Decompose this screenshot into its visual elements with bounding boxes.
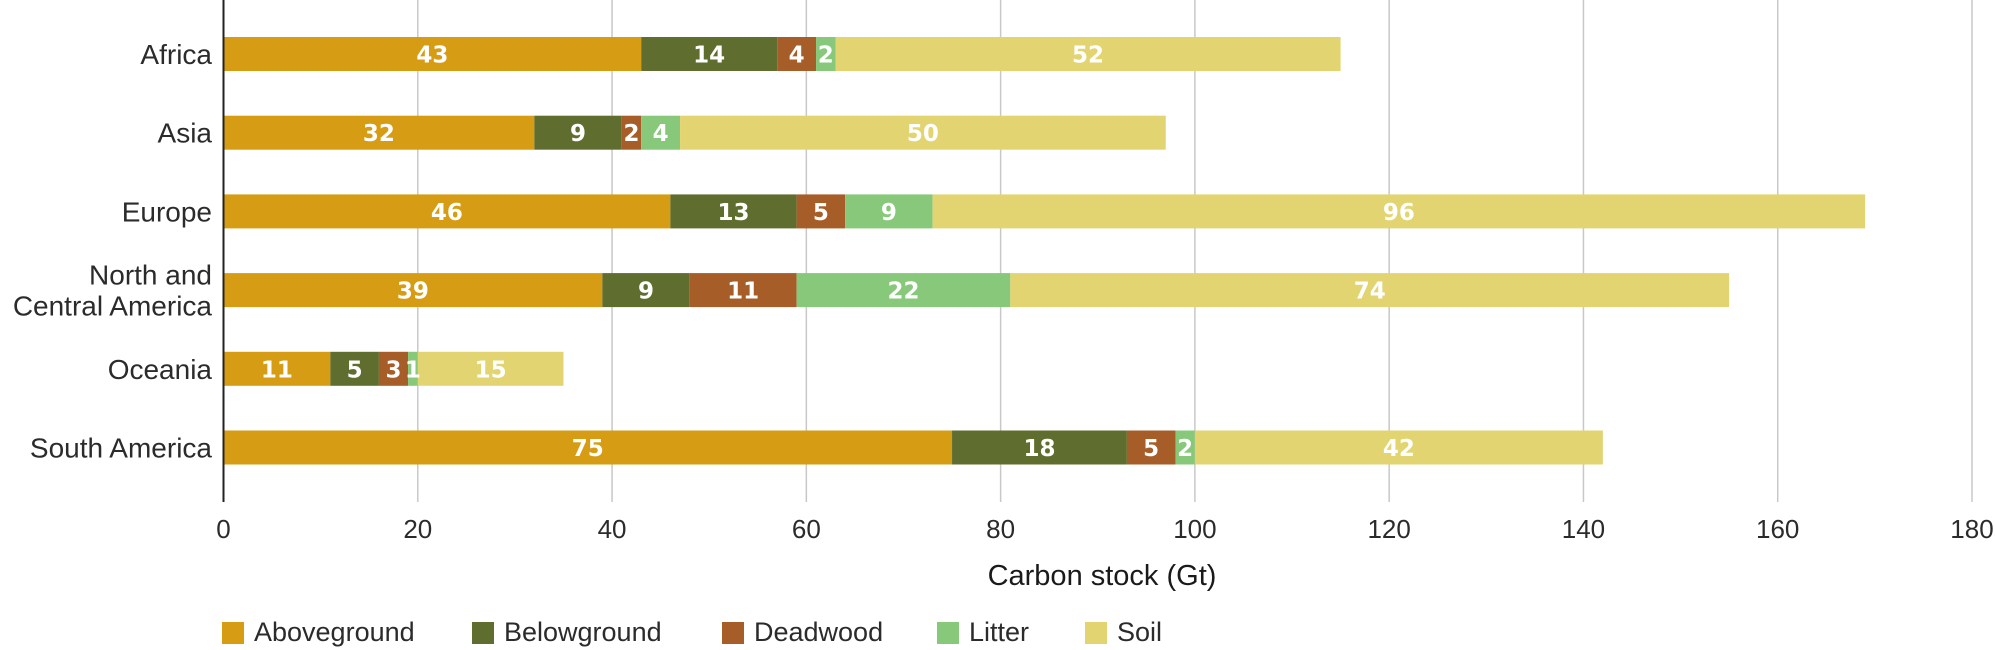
bar-segment xyxy=(641,37,778,71)
data-label: 75 xyxy=(572,436,604,462)
bar-segment xyxy=(952,430,1127,465)
legend-swatch xyxy=(472,622,494,644)
x-tick-label: 120 xyxy=(1367,514,1410,544)
bar-segment xyxy=(417,351,564,386)
data-label: 4 xyxy=(789,43,805,69)
data-label: 5 xyxy=(813,200,829,226)
category-labels: Africa Asia Europe North and Central America… xyxy=(13,39,213,464)
bar-segment xyxy=(835,37,1341,71)
bar-segment xyxy=(621,115,642,150)
x-tick-label: 0 xyxy=(216,514,230,544)
bar-segment xyxy=(932,194,1866,229)
legend-label: Aboveground xyxy=(254,617,415,647)
category-label: South America xyxy=(30,433,213,464)
data-label: 13 xyxy=(717,200,749,226)
data-label: 22 xyxy=(887,279,919,305)
legend-label: Deadwood xyxy=(754,617,883,647)
bar-segment xyxy=(796,194,846,229)
bar-segment xyxy=(1126,430,1176,465)
data-label: 2 xyxy=(623,121,639,147)
x-tick-label: 60 xyxy=(792,514,821,544)
data-label: 2 xyxy=(818,43,834,69)
data-label: 46 xyxy=(431,200,463,226)
bar-segment xyxy=(845,194,933,229)
data-label: 11 xyxy=(727,279,759,305)
data-label: 4 xyxy=(653,121,669,147)
data-label: 52 xyxy=(1072,43,1104,69)
x-axis-title: Carbon stock (Gt) xyxy=(988,560,1217,592)
bar-segment xyxy=(777,37,817,71)
bar-segment xyxy=(689,273,797,308)
data-label: 9 xyxy=(881,200,897,226)
bar-segment xyxy=(223,115,535,150)
category-label: Europe xyxy=(122,196,212,227)
data-label: 74 xyxy=(1354,279,1386,305)
data-label: 1 xyxy=(405,357,421,383)
x-tick-label: 80 xyxy=(986,514,1015,544)
data-label: 3 xyxy=(385,357,401,383)
data-label: 5 xyxy=(347,357,363,383)
data-label: 18 xyxy=(1023,436,1055,462)
bar-segment xyxy=(670,194,797,229)
x-tick-labels: 0 20 40 60 80 100 120 140 160 180 xyxy=(216,514,1993,544)
legend-swatch xyxy=(1085,622,1107,644)
bar-segment xyxy=(602,273,690,308)
gridlines xyxy=(417,0,1973,502)
bars xyxy=(223,37,1866,465)
data-label: 39 xyxy=(397,279,429,305)
data-label: 11 xyxy=(261,357,293,383)
legend-label: Litter xyxy=(969,617,1029,647)
legend: Aboveground Belowground Deadwood Litter Soil xyxy=(222,617,1162,647)
bar-segment xyxy=(330,351,379,386)
bar-segment xyxy=(816,37,836,71)
bar-segment xyxy=(680,115,1166,150)
bar-segment xyxy=(223,273,603,308)
bar-segment xyxy=(641,115,681,150)
bar-segment xyxy=(408,351,418,386)
category-label: Oceania xyxy=(108,354,213,385)
data-label: 9 xyxy=(638,279,654,305)
bar-segment xyxy=(1194,430,1603,465)
category-label: Africa xyxy=(140,39,212,70)
x-tick-label: 180 xyxy=(1950,514,1993,544)
bar-segment xyxy=(378,351,409,386)
bar-segment xyxy=(223,430,953,465)
legend-swatch xyxy=(222,622,244,644)
x-tick-label: 140 xyxy=(1562,514,1605,544)
x-tick-label: 40 xyxy=(598,514,627,544)
data-label: 14 xyxy=(693,43,725,69)
bar-segment xyxy=(534,115,622,150)
data-label: 5 xyxy=(1143,436,1159,462)
data-label: 42 xyxy=(1383,436,1415,462)
data-label: 2 xyxy=(1177,436,1193,462)
legend-swatch xyxy=(722,622,744,644)
data-label: 43 xyxy=(416,43,448,69)
data-label: 96 xyxy=(1383,200,1415,226)
x-tick-label: 160 xyxy=(1756,514,1799,544)
bar-segment xyxy=(1175,430,1195,465)
data-label: 15 xyxy=(475,357,507,383)
bar-segment xyxy=(223,37,642,71)
bar-segment xyxy=(223,194,671,229)
bar-segment xyxy=(1010,273,1730,308)
data-label: 32 xyxy=(363,121,395,147)
category-label: North and Central America xyxy=(13,260,213,322)
legend-label: Belowground xyxy=(504,617,662,647)
bar-segment xyxy=(796,273,1011,308)
legend-label: Soil xyxy=(1117,617,1162,647)
data-label: 9 xyxy=(570,121,586,147)
legend-swatch xyxy=(937,622,959,644)
bar-segment xyxy=(223,351,331,386)
data-label: 50 xyxy=(907,121,939,147)
x-tick-label: 20 xyxy=(403,514,432,544)
category-label: Asia xyxy=(158,118,213,149)
x-tick-label: 100 xyxy=(1173,514,1216,544)
